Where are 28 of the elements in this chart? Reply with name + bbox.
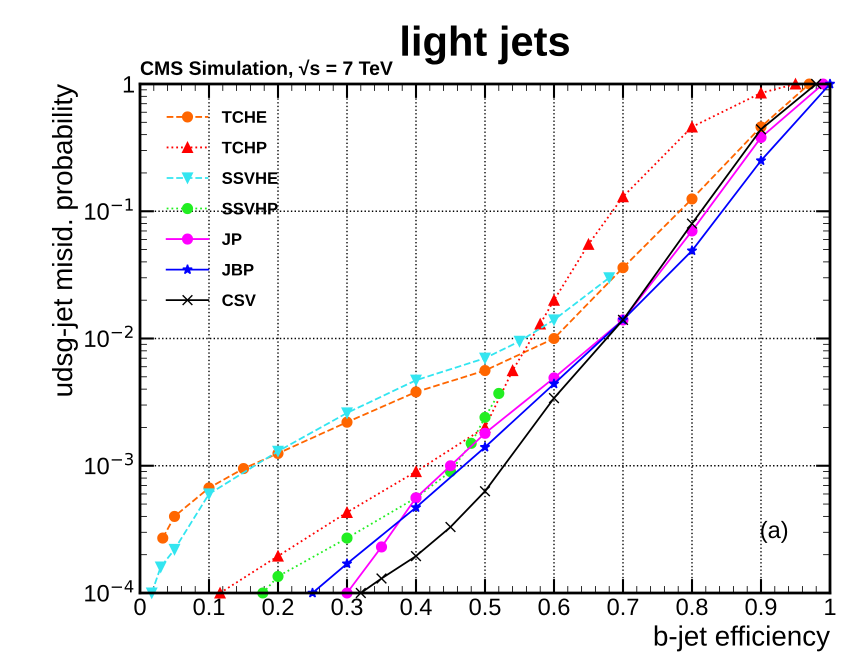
- x-tick-label: 0.6: [538, 598, 570, 616]
- legend-label: SSVHP: [222, 202, 278, 215]
- legend-label: TCHP: [222, 142, 266, 154]
- x-tick-label: 0.8: [676, 598, 708, 616]
- chart-subtitle: CMS Simulation, √s = 7 TeV: [140, 59, 393, 78]
- x-tick-label: 0.9: [746, 598, 776, 616]
- x-axis-title: b-jet efficiency: [654, 625, 830, 652]
- y-tick-label: 10$^{−4}$: [85, 580, 134, 602]
- x-tick-label: 0.5: [470, 598, 500, 616]
- annotation: (a): [761, 520, 788, 543]
- x-tick-label: 0.3: [332, 598, 362, 616]
- x-tick-label: 0.1: [194, 598, 224, 616]
- chart-title: light jets: [402, 25, 569, 65]
- y-tick-label: 10$^{−2}$: [85, 326, 133, 348]
- legend-label: SSVHE: [222, 172, 278, 184]
- legend-label: CSV: [222, 294, 256, 306]
- y-axis-title: udsg-jet misid. probability: [52, 84, 78, 396]
- x-tick-label: 0.4: [400, 598, 432, 616]
- x-tick-label: 0: [134, 598, 146, 616]
- y-tick-label: 1: [124, 76, 134, 93]
- y-tick-label: 10$^{−1}$: [85, 198, 133, 220]
- legend-label: JP: [222, 233, 242, 246]
- x-tick-label: 0.7: [608, 598, 638, 616]
- y-tick-label: 10$^{−3}$: [85, 452, 133, 474]
- x-tick-label: 1: [825, 598, 836, 615]
- legend-label: TCHE: [222, 111, 266, 123]
- legend-label: JBP: [222, 264, 254, 276]
- x-tick-label: 0.2: [262, 598, 294, 616]
